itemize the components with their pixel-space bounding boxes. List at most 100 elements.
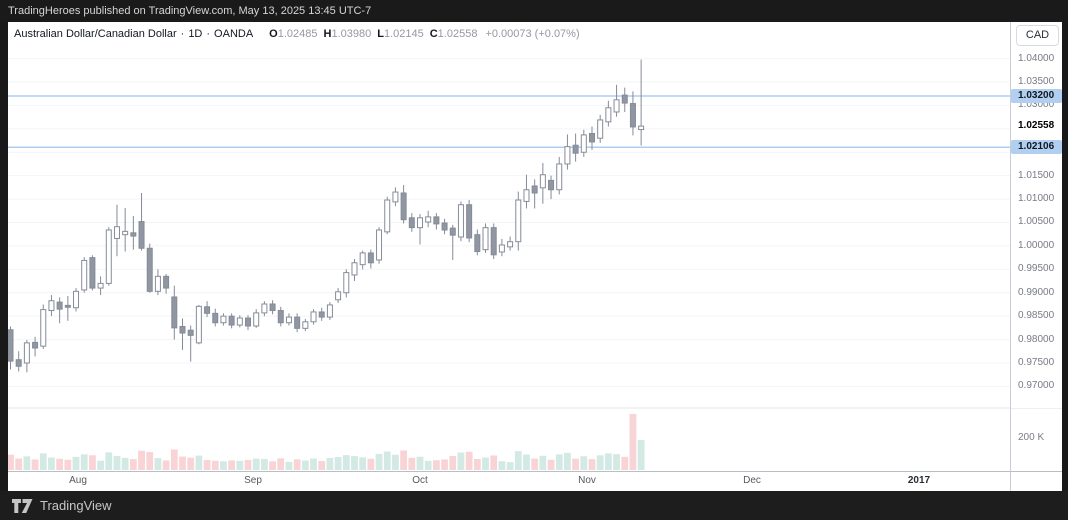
candle-body	[507, 241, 514, 248]
volume-bar	[269, 461, 276, 470]
candle-body	[367, 252, 374, 264]
axis-corner-cell	[1010, 471, 1062, 491]
candle-body	[130, 232, 137, 237]
candle-body	[605, 107, 612, 123]
volume-bar	[621, 456, 629, 470]
currency-button[interactable]: CAD	[1016, 25, 1059, 46]
volume-bar	[514, 451, 522, 470]
volume-bar	[555, 454, 563, 470]
candle-body	[425, 216, 432, 223]
symbol-exchange: OANDA	[214, 28, 254, 40]
volume-bar	[146, 452, 154, 470]
price-tick-label: 1.03000	[1018, 99, 1055, 111]
candle-body	[498, 244, 505, 253]
volume-bar	[72, 456, 80, 470]
volume-bar	[482, 457, 489, 470]
volume-bar	[187, 457, 195, 470]
candle-body	[515, 199, 522, 243]
candle-body	[253, 312, 260, 327]
tradingview-brand-link[interactable]: TradingView	[12, 498, 112, 513]
volume-bar	[490, 455, 498, 470]
candle-body	[245, 317, 252, 327]
candle-body	[310, 311, 317, 323]
volume-bar	[138, 450, 145, 470]
ohlc-letter: O	[269, 28, 278, 40]
candle-body	[236, 317, 243, 326]
volume-bar	[195, 455, 203, 470]
ohlc-value: 1.03980	[331, 28, 372, 40]
time-axis-year-label: 2017	[907, 475, 931, 486]
candle-body	[220, 315, 227, 324]
candle-body	[285, 316, 292, 324]
volume-bar	[244, 459, 252, 470]
volume-bar	[629, 414, 637, 470]
ohlc-letter: H	[323, 28, 332, 40]
candle-body	[138, 221, 145, 249]
candle-body	[113, 226, 120, 239]
candle-body	[474, 234, 481, 253]
price-tick-label: 0.98000	[1018, 333, 1055, 345]
volume-bar	[498, 461, 506, 470]
volume-bar	[236, 460, 244, 470]
candle-body	[105, 229, 112, 284]
candlestick-chart-canvas[interactable]	[8, 22, 1010, 471]
price-tick-label: 1.00500	[1018, 216, 1055, 228]
candle-body	[302, 321, 309, 329]
candle-body	[548, 179, 555, 191]
volume-bar	[228, 460, 236, 470]
volume-axis-tick: 200 K	[1018, 432, 1045, 443]
candle-body	[417, 217, 423, 229]
volume-bar	[547, 459, 555, 470]
volume-bar	[539, 455, 547, 470]
volume-bar	[260, 458, 268, 470]
volume-bar	[523, 454, 530, 470]
price-axis[interactable]: CAD 200 K 1.040001.035001.030001.025001.…	[1010, 22, 1062, 471]
volume-bar	[162, 460, 170, 470]
candle-body	[408, 217, 415, 229]
volume-bar	[604, 453, 612, 470]
volume-bar	[105, 452, 113, 470]
candle-body	[228, 315, 235, 326]
volume-bar	[457, 452, 465, 470]
candle-body	[318, 311, 325, 318]
volume-bar	[351, 456, 358, 470]
volume-bar	[400, 450, 408, 470]
volume-bar	[211, 460, 219, 470]
volume-bar	[416, 456, 424, 470]
volume-bar	[301, 460, 309, 470]
volume-bar	[473, 458, 481, 470]
candle-body	[359, 252, 366, 266]
time-axis-month-label: Dec	[743, 475, 761, 486]
volume-bar	[318, 461, 326, 470]
ohlc-value: 1.02145	[383, 28, 424, 40]
ohlc-values: O1.02485 H1.03980 L1.02145 C1.02558	[263, 28, 477, 40]
volume-bar	[203, 460, 211, 470]
candle-body	[572, 144, 579, 154]
price-tick-label: 0.97000	[1018, 380, 1055, 392]
volume-bar	[8, 454, 14, 470]
candle-body	[48, 300, 55, 312]
volume-bar	[97, 460, 104, 470]
volume-bar	[572, 458, 580, 470]
volume-bar	[326, 458, 334, 470]
candle-body	[556, 163, 563, 191]
volume-bar	[375, 453, 383, 470]
volume-bar	[129, 459, 137, 470]
volume-bar	[220, 461, 227, 470]
chart-plot-area[interactable]: Aug Sep Oct Nov Dec 2017	[8, 22, 1010, 491]
candle-body	[490, 227, 497, 256]
attribution-text: TradingHeroes published on TradingView.c…	[8, 5, 372, 17]
volume-bar	[613, 454, 620, 470]
candle-body	[261, 303, 268, 314]
time-axis[interactable]: Aug Sep Oct Nov Dec 2017	[8, 471, 1010, 491]
candle-body	[56, 301, 63, 310]
candle-body	[204, 306, 211, 314]
ohlc-letter: C	[429, 28, 438, 40]
volume-bar	[31, 459, 39, 470]
volume-bar	[367, 458, 375, 470]
volume-bar	[506, 462, 514, 470]
candle-body	[187, 329, 194, 336]
volume-bar	[170, 449, 178, 470]
time-axis-month-label: Aug	[69, 475, 87, 486]
